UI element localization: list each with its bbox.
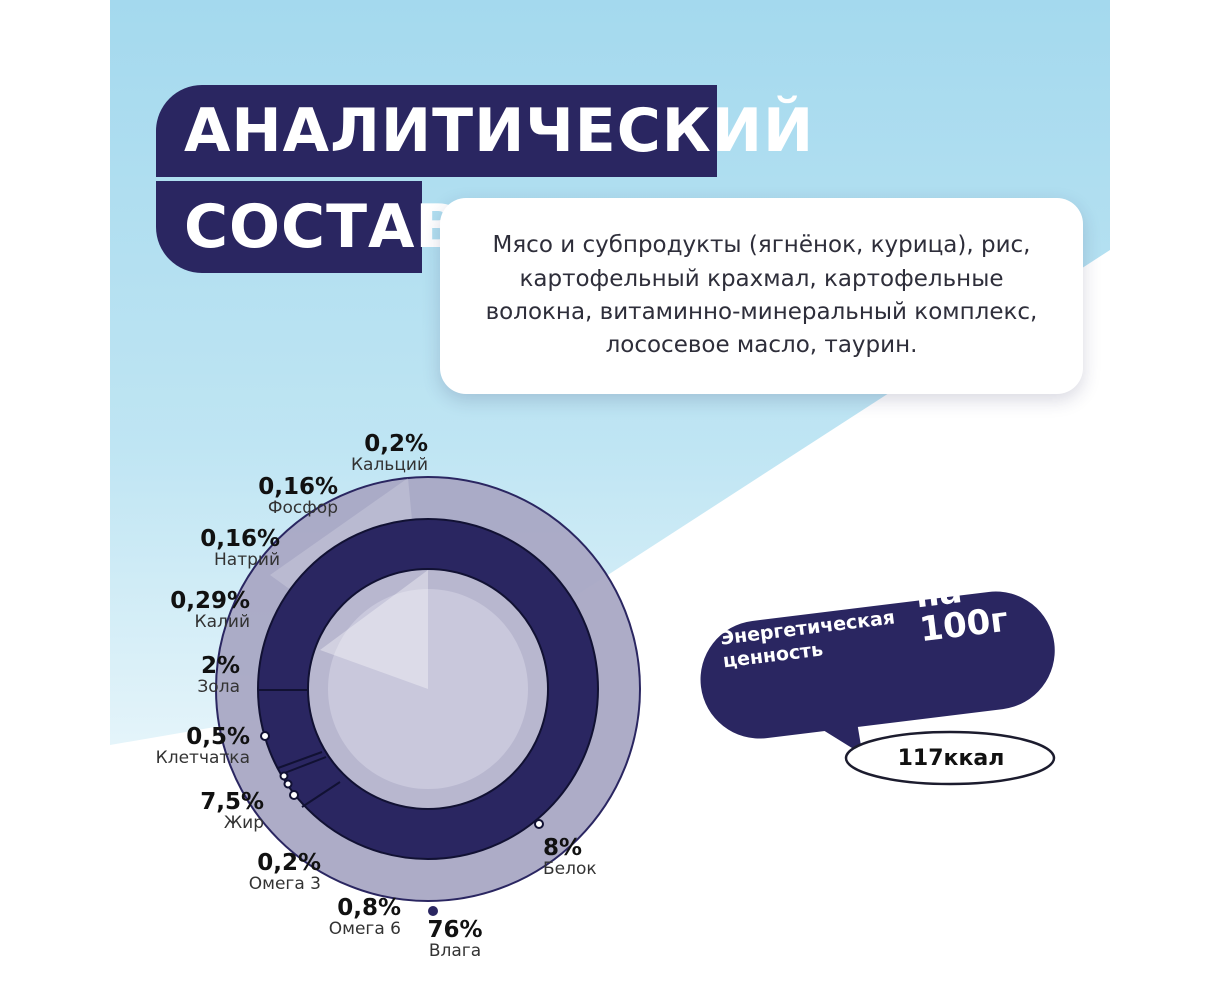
energy-bubble-shape <box>700 591 1055 739</box>
title-line-2: СОСТАВ <box>156 181 461 273</box>
label-sodium-percent: 0,16% <box>200 526 280 552</box>
marker-moisture <box>428 906 438 916</box>
label-protein-name: Белок <box>543 859 597 879</box>
label-sodium: 0,16% Натрий <box>140 528 280 569</box>
kcal-value: 117ккал <box>897 745 1005 771</box>
label-omega3: 0,2% Омега 3 <box>200 852 321 893</box>
title-line-1-text: АНАЛИТИЧЕСКИЙ <box>184 96 815 166</box>
label-ash-percent: 2% <box>200 653 240 679</box>
label-fat: 7,5% Жир <box>140 791 264 832</box>
marker-omega3-a <box>279 771 289 781</box>
label-phosphorus-percent: 0,16% <box>258 474 338 500</box>
label-calcium-percent: 0,2% <box>364 431 428 457</box>
label-potassium: 0,29% Калий <box>120 590 250 631</box>
label-fiber-name: Клетчатка <box>155 748 250 768</box>
inner-disc <box>328 589 528 789</box>
label-omega6-percent: 0,8% <box>337 895 401 921</box>
kcal-oval <box>844 730 1056 786</box>
label-fiber-percent: 0,5% <box>186 724 250 750</box>
label-calcium-name: Кальций <box>350 455 428 475</box>
marker-protein <box>534 819 544 829</box>
label-potassium-name: Калий <box>194 612 250 632</box>
label-fat-percent: 7,5% <box>200 789 264 815</box>
composition-card: Мясо и субпродукты (ягнёнок, курица), ри… <box>440 198 1083 394</box>
label-phosphorus-name: Фосфор <box>267 498 338 518</box>
label-phosphorus: 0,16% Фосфор <box>200 476 338 517</box>
label-protein-percent: 8% <box>543 835 583 861</box>
separator-fat-a <box>281 756 327 775</box>
label-potassium-percent: 0,29% <box>170 588 250 614</box>
label-calcium: 0,2% Кальций <box>300 433 428 474</box>
label-protein: 8% Белок <box>543 837 643 878</box>
label-fat-name: Жир <box>223 813 264 833</box>
marker-omega6 <box>289 790 299 800</box>
label-sodium-name: Натрий <box>214 550 280 570</box>
label-ash-name: Зола <box>197 677 240 697</box>
label-omega3-name: Омега 3 <box>248 874 321 894</box>
label-moisture: 76% Влага <box>405 919 505 960</box>
marker-omega3-b <box>283 779 293 789</box>
marker-fiber <box>260 731 270 741</box>
label-omega6-name: Омега 6 <box>328 919 401 939</box>
label-fiber: 0,5% Клетчатка <box>120 726 250 767</box>
label-ash: 2% Зола <box>120 655 240 696</box>
label-omega6: 0,8% Омега 6 <box>290 897 401 938</box>
label-omega3-percent: 0,2% <box>257 850 321 876</box>
title-line-2-text: СОСТАВ <box>184 192 463 262</box>
composition-text: Мясо и субпродукты (ягнёнок, курица), ри… <box>485 232 1038 359</box>
title-line-1: АНАЛИТИЧЕСКИЙ <box>156 85 813 177</box>
label-moisture-name: Влага <box>428 941 482 961</box>
label-moisture-percent: 76% <box>427 917 483 943</box>
separator-fiber <box>277 751 323 769</box>
inner-wedge <box>320 570 428 689</box>
separator-fat-b <box>301 781 341 808</box>
